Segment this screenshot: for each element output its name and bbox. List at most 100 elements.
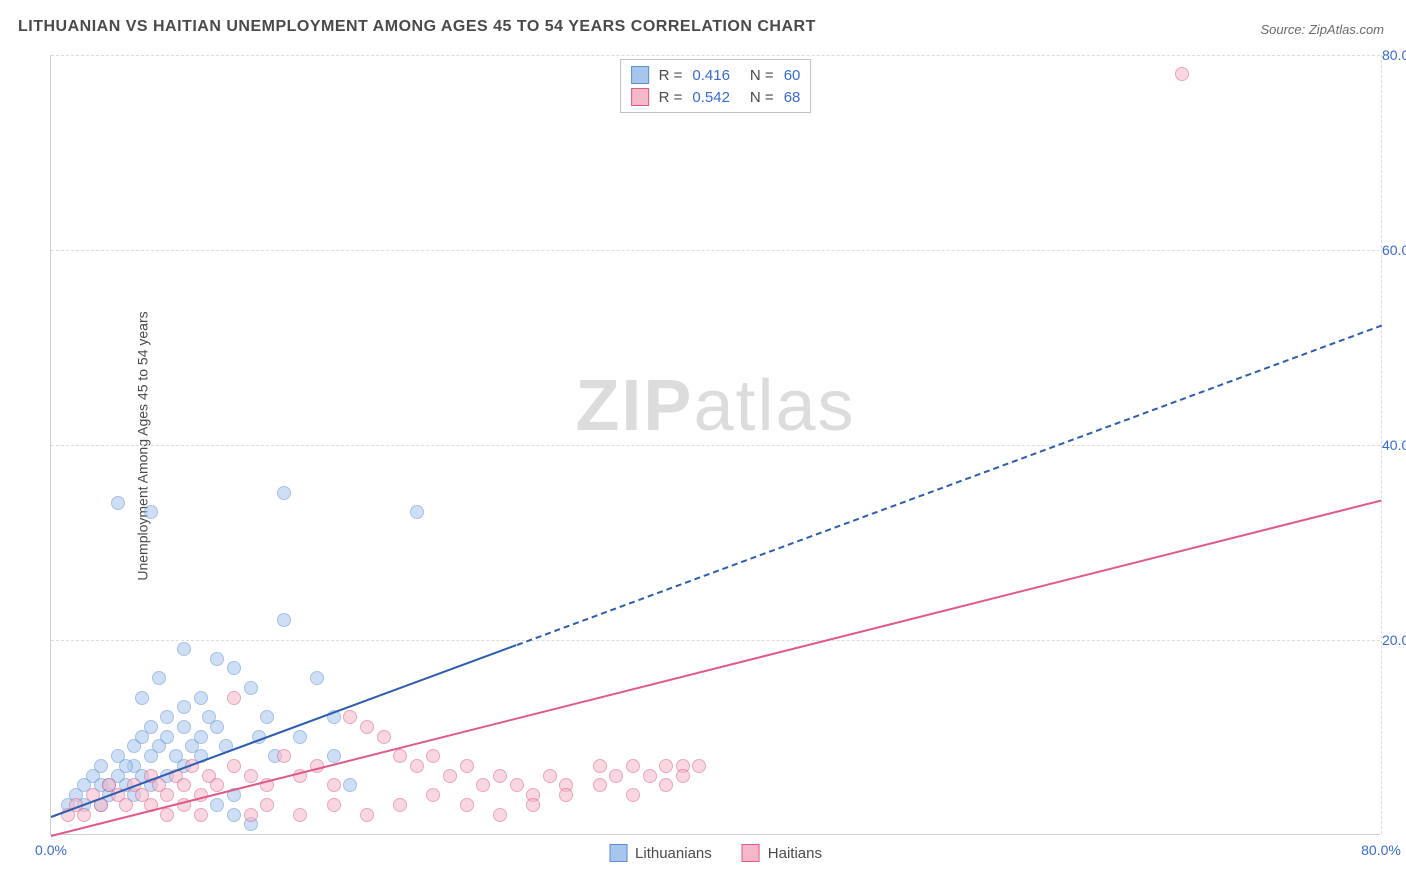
data-point [210, 652, 224, 666]
legend-item-haitians: Haitians [742, 844, 822, 862]
data-point [659, 759, 673, 773]
data-point [493, 808, 507, 822]
data-point [443, 769, 457, 783]
data-point [260, 798, 274, 812]
gridline-h [51, 445, 1380, 446]
r-value: 0.542 [692, 89, 730, 106]
data-point [426, 788, 440, 802]
data-point [543, 769, 557, 783]
y-tick-label: 60.0% [1382, 242, 1406, 258]
legend-label: Lithuanians [635, 845, 712, 862]
data-point [152, 671, 166, 685]
y-tick-label: 20.0% [1382, 632, 1406, 648]
data-point [377, 730, 391, 744]
data-point [160, 730, 174, 744]
data-point [77, 808, 91, 822]
x-tick-label: 0.0% [35, 842, 67, 858]
legend-row-haitians: R = 0.542 N = 68 [631, 86, 801, 108]
data-point [119, 759, 133, 773]
y-tick-label: 80.0% [1382, 47, 1406, 63]
data-point [144, 505, 158, 519]
scatter-plot: ZIPatlas R = 0.416 N = 60 R = 0.542 N = … [50, 55, 1380, 835]
n-label: N = [750, 89, 774, 106]
swatch-icon [609, 844, 627, 862]
data-point [659, 778, 673, 792]
data-point [393, 798, 407, 812]
trend-line [51, 500, 1381, 837]
gridline-v [1381, 55, 1382, 834]
data-point [244, 681, 258, 695]
data-point [327, 778, 341, 792]
data-point [277, 486, 291, 500]
r-label: R = [659, 89, 683, 106]
legend-label: Haitians [768, 845, 822, 862]
data-point [510, 778, 524, 792]
gridline-h [51, 250, 1380, 251]
data-point [135, 691, 149, 705]
data-point [293, 730, 307, 744]
data-point [177, 642, 191, 656]
data-point [1175, 67, 1189, 81]
data-point [476, 778, 490, 792]
data-point [410, 759, 424, 773]
data-point [327, 749, 341, 763]
correlation-legend: R = 0.416 N = 60 R = 0.542 N = 68 [620, 59, 812, 113]
swatch-icon [631, 66, 649, 84]
data-point [260, 710, 274, 724]
data-point [410, 505, 424, 519]
watermark-bold: ZIP [575, 366, 693, 446]
data-point [177, 720, 191, 734]
data-point [194, 691, 208, 705]
r-label: R = [659, 67, 683, 84]
data-point [293, 808, 307, 822]
data-point [393, 749, 407, 763]
swatch-icon [631, 88, 649, 106]
n-value: 60 [784, 67, 801, 84]
n-label: N = [750, 67, 774, 84]
data-point [160, 808, 174, 822]
data-point [426, 749, 440, 763]
data-point [194, 730, 208, 744]
data-point [526, 798, 540, 812]
data-point [227, 759, 241, 773]
chart-title: LITHUANIAN VS HAITIAN UNEMPLOYMENT AMONG… [18, 18, 816, 36]
data-point [310, 671, 324, 685]
data-point [593, 759, 607, 773]
data-point [643, 769, 657, 783]
trend-line [51, 644, 517, 818]
legend-item-lithuanians: Lithuanians [609, 844, 712, 862]
data-point [144, 720, 158, 734]
data-point [111, 496, 125, 510]
data-point [210, 720, 224, 734]
data-point [626, 759, 640, 773]
data-point [626, 788, 640, 802]
data-point [676, 769, 690, 783]
data-point [227, 661, 241, 675]
data-point [692, 759, 706, 773]
data-point [277, 613, 291, 627]
gridline-h [51, 55, 1380, 56]
data-point [177, 778, 191, 792]
data-point [460, 798, 474, 812]
n-value: 68 [784, 89, 801, 106]
data-point [343, 710, 357, 724]
data-point [244, 808, 258, 822]
data-point [460, 759, 474, 773]
trend-line-dashed [516, 324, 1381, 645]
data-point [593, 778, 607, 792]
data-point [227, 808, 241, 822]
data-point [343, 778, 357, 792]
data-point [360, 808, 374, 822]
r-value: 0.416 [692, 67, 730, 84]
x-tick-label: 80.0% [1361, 842, 1401, 858]
data-point [493, 769, 507, 783]
watermark-light: atlas [693, 366, 855, 446]
swatch-icon [742, 844, 760, 862]
data-point [210, 778, 224, 792]
data-point [160, 788, 174, 802]
y-tick-label: 40.0% [1382, 437, 1406, 453]
data-point [227, 691, 241, 705]
data-point [327, 798, 341, 812]
data-point [177, 700, 191, 714]
data-point [277, 749, 291, 763]
